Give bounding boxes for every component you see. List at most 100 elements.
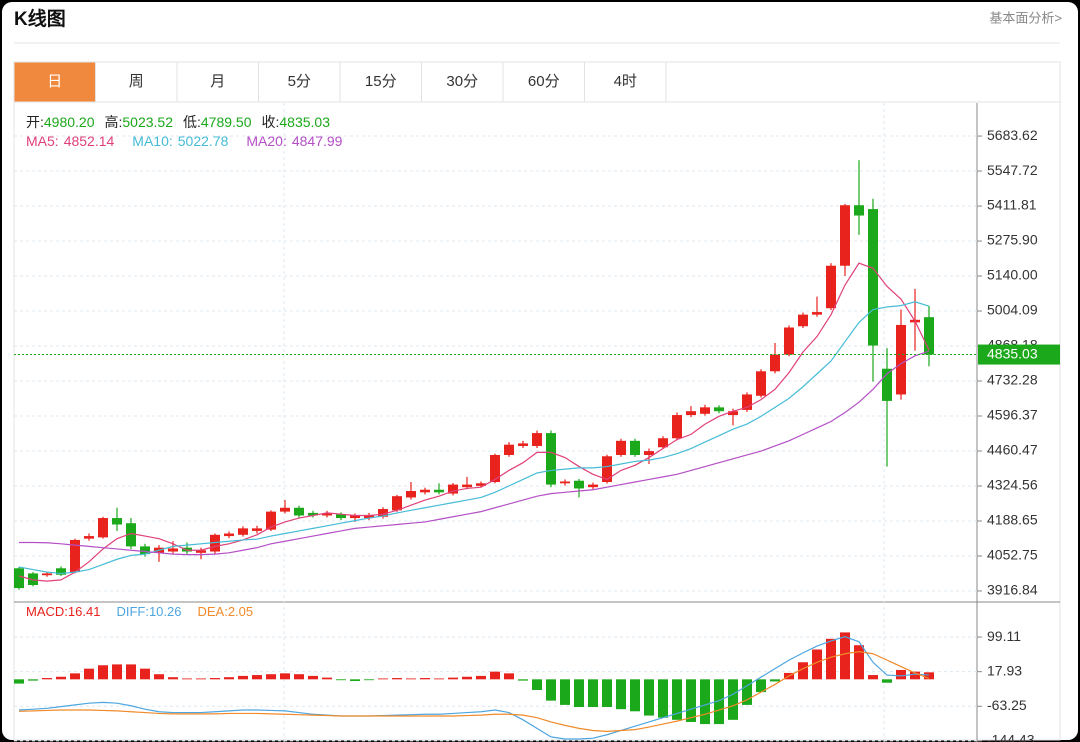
legend-value: 4789.50 [201, 114, 252, 130]
macd-bar [224, 677, 234, 680]
macd-bar [798, 662, 808, 680]
macd-bar [714, 679, 724, 725]
candle-body [280, 507, 290, 512]
macd-bar [868, 675, 878, 680]
candle-body [434, 489, 444, 493]
macd-bar [560, 679, 570, 705]
macd-bar [812, 649, 822, 680]
candle-body [714, 407, 724, 412]
candle-body [896, 324, 906, 395]
ohlc-legend: 开:4980.20 高:5023.52 低:4789.50 收:4835.03 [26, 114, 330, 130]
candle-body [448, 484, 458, 494]
fundamental-link[interactable]: 基本面分析> [989, 10, 1062, 25]
tab-label[interactable]: 月 [210, 73, 225, 90]
macd-bar [896, 669, 906, 680]
candle-body [98, 518, 108, 538]
candle-body [546, 433, 556, 485]
macd-bar [434, 678, 444, 680]
candle-body [28, 573, 38, 586]
candle-body [728, 411, 738, 416]
macd-bar [518, 679, 528, 681]
price-tag-label: 4835.03 [987, 345, 1038, 361]
macd-bar [84, 668, 94, 680]
macd-bar [588, 679, 598, 708]
legend-value: 4835.03 [279, 114, 330, 130]
candle-body [420, 489, 430, 493]
legend-key: MA10: [132, 133, 172, 149]
y-tick-label: 5140.00 [987, 267, 1038, 283]
legend-key: DEA: [197, 604, 227, 619]
y-tick-label: 4732.28 [987, 372, 1038, 388]
macd-legend: MACD:16.41 DIFF:10.26 DEA:2.05 [26, 604, 253, 619]
macd-bar [322, 677, 332, 680]
candle-body [812, 312, 822, 315]
tab-label[interactable]: 4时 [614, 73, 637, 90]
candle-body [616, 440, 626, 455]
y-tick-label: 4052.75 [987, 547, 1038, 563]
macd-bar [574, 679, 584, 708]
candle-body [322, 513, 332, 516]
macd-bar [294, 674, 304, 680]
macd-bar [70, 673, 80, 680]
legend-key: MA20: [246, 133, 286, 149]
macd-bar [728, 679, 738, 720]
candle-body [504, 444, 514, 455]
candle-body [532, 433, 542, 446]
macd-bar [630, 679, 640, 712]
tab-label[interactable]: 15分 [365, 73, 397, 90]
candle-body [266, 511, 276, 530]
tab[interactable] [258, 61, 341, 103]
candle-body [518, 443, 528, 446]
y-tick-label: 5004.09 [987, 302, 1038, 318]
ma-line [19, 350, 930, 556]
candle-body [826, 265, 836, 309]
macd-line [18, 636, 930, 740]
macd-bar [420, 678, 430, 680]
y-tick-label: 17.93 [987, 662, 1022, 678]
candle-body [378, 509, 388, 517]
tab[interactable] [502, 61, 585, 103]
candle-body [476, 483, 486, 486]
candle-body [686, 411, 696, 416]
candle-body [840, 205, 850, 266]
macd-bar [266, 674, 276, 680]
macd-bar [672, 679, 682, 720]
legend-value: 10.26 [149, 604, 182, 619]
tab-label[interactable]: 60分 [528, 73, 560, 90]
legend-key: DIFF: [116, 604, 149, 619]
tab-label[interactable]: 5分 [288, 73, 311, 90]
macd-bar [756, 679, 766, 693]
tab-label[interactable]: 30分 [446, 73, 478, 90]
macd-bar [364, 679, 374, 681]
macd-bar [826, 638, 836, 680]
y-tick-label: 5683.62 [987, 127, 1038, 143]
tab[interactable] [421, 61, 504, 103]
candle-body [462, 484, 472, 488]
tab[interactable] [584, 61, 667, 103]
macd-bar [14, 679, 24, 684]
candle-body [308, 512, 318, 516]
candle-body [336, 514, 346, 519]
macd-bar [252, 675, 262, 680]
candle-body [756, 371, 766, 396]
legend-key: 开: [26, 114, 44, 130]
macd-bar [686, 679, 696, 722]
candle-body [112, 518, 122, 525]
macd-bar [238, 675, 248, 680]
tab-label[interactable]: 周 [129, 73, 144, 90]
tab-label[interactable]: 日 [47, 73, 62, 90]
candle-body [42, 573, 52, 576]
macd-bar [854, 645, 864, 680]
macd-bar [546, 679, 556, 701]
tab[interactable] [339, 61, 422, 103]
legend-value: 4847.99 [292, 133, 343, 149]
candle-body [364, 514, 374, 519]
candle-body [126, 523, 136, 547]
tab[interactable] [13, 61, 96, 103]
candle-body [644, 451, 654, 455]
ma-line [18, 301, 930, 575]
macd-bar [490, 671, 500, 680]
legend-key: 收: [262, 114, 280, 130]
